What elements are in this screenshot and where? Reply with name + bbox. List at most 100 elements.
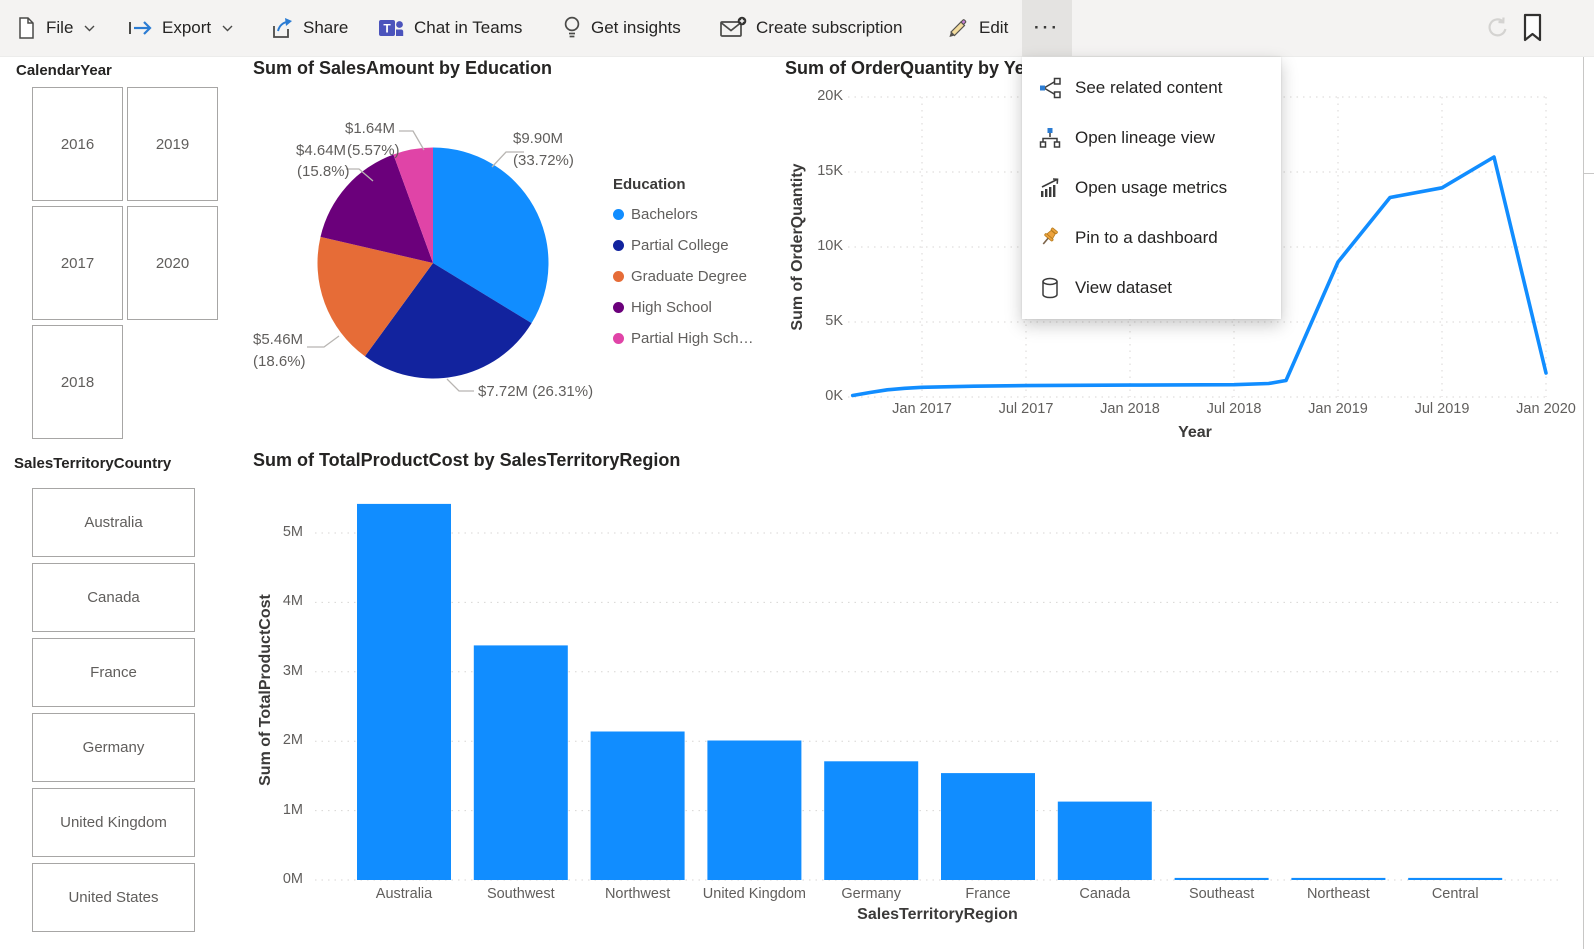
legend-item-graduate-degree[interactable]: Graduate Degree bbox=[613, 261, 754, 292]
slicer-option-2017[interactable]: 2017 bbox=[32, 206, 123, 320]
share-button[interactable]: Share bbox=[270, 0, 348, 56]
bar-northwest[interactable] bbox=[590, 731, 685, 881]
get-insights-button[interactable]: Get insights bbox=[562, 0, 681, 56]
export-label: Export bbox=[162, 18, 212, 37]
reset-button[interactable] bbox=[1484, 0, 1511, 56]
bar-x-tick-label: United Kingdom bbox=[702, 886, 806, 902]
bar-x-tick-label: Southeast bbox=[1188, 886, 1255, 902]
file-label: File bbox=[46, 18, 74, 37]
pie-chart-title: Sum of SalesAmount by Education bbox=[253, 58, 553, 78]
slicer-option-2018[interactable]: 2018 bbox=[32, 325, 123, 439]
pie-slice-high-school[interactable] bbox=[320, 154, 433, 264]
bar-southeast[interactable] bbox=[1174, 877, 1269, 880]
bar-southwest[interactable] bbox=[473, 645, 568, 880]
chevron-down-icon bbox=[84, 25, 95, 32]
pie-legend: Education Bachelors Partial College Grad… bbox=[613, 176, 754, 354]
bar-australia[interactable] bbox=[357, 503, 451, 880]
slicer-option-2020[interactable]: 2020 bbox=[127, 206, 218, 320]
file-icon bbox=[16, 16, 37, 40]
usage-metrics-icon bbox=[1039, 177, 1061, 199]
bar-canada[interactable] bbox=[1057, 801, 1152, 880]
pie-label-high-school-value: $4.64M bbox=[296, 142, 347, 159]
file-menu-button[interactable]: File bbox=[16, 0, 95, 56]
bar-northeast[interactable] bbox=[1291, 877, 1386, 880]
chat-in-teams-button[interactable]: T Chat in Teams bbox=[378, 0, 522, 56]
more-options-menu: See related content Open lineage view Op… bbox=[1022, 57, 1281, 319]
bar-united-kingdom[interactable] bbox=[707, 740, 802, 881]
teams-icon: T bbox=[378, 16, 405, 40]
reset-icon bbox=[1484, 15, 1511, 42]
share-label: Share bbox=[303, 18, 349, 37]
menu-item-label: See related content bbox=[1075, 78, 1223, 97]
slicer-option-2019[interactable]: 2019 bbox=[127, 87, 218, 201]
bar-germany[interactable] bbox=[824, 761, 919, 880]
pie-label-high-school-pct: (15.8%) bbox=[297, 163, 350, 180]
pie-slice-partial-high-school[interactable] bbox=[393, 147, 433, 264]
pie-slice-bachelors[interactable] bbox=[433, 147, 549, 324]
menu-item-pin-to-dashboard[interactable]: Pin to a dashboard bbox=[1022, 213, 1281, 263]
slicer-option-australia[interactable]: Australia bbox=[32, 488, 195, 557]
bar-chart bbox=[315, 503, 1563, 881]
bar-y-tick-label: 5M bbox=[282, 524, 303, 540]
bar-france[interactable] bbox=[941, 773, 1035, 880]
menu-item-open-usage-metrics[interactable]: Open usage metrics bbox=[1022, 163, 1281, 213]
calendaryear-slicer: 2016 2019 2017 2020 2018 bbox=[32, 87, 218, 439]
slicer-option-2016[interactable]: 2016 bbox=[32, 87, 123, 201]
pie-slice-graduate-degree[interactable] bbox=[317, 236, 433, 357]
slicer-option-canada[interactable]: Canada bbox=[32, 563, 195, 632]
salesterritorycountry-slicer: Australia Canada France Germany United Kingd… bbox=[32, 488, 195, 932]
menu-item-view-dataset[interactable]: View dataset bbox=[1022, 263, 1281, 313]
legend-item-high-school[interactable]: High School bbox=[613, 292, 754, 323]
teams-label: Chat in Teams bbox=[414, 18, 523, 37]
scrollbar[interactable] bbox=[1583, 57, 1594, 949]
menu-item-label: View dataset bbox=[1075, 278, 1173, 297]
bookmark-button[interactable] bbox=[1521, 0, 1544, 56]
more-options-button[interactable]: ··· bbox=[1022, 0, 1072, 56]
legend-dot bbox=[613, 333, 624, 344]
bar-chart-title: Sum of TotalProductCost by SalesTerritor… bbox=[253, 450, 681, 470]
bar-y-tick-label: 0M bbox=[282, 871, 303, 887]
legend-item-partial-college[interactable]: Partial College bbox=[613, 230, 754, 261]
create-subscription-button[interactable]: Create subscription bbox=[720, 0, 902, 56]
export-menu-button[interactable]: Export bbox=[127, 0, 233, 56]
slicer-option-france[interactable]: France bbox=[32, 638, 195, 707]
pie-label-partial-high-school-pct: (5.57%) bbox=[347, 142, 400, 159]
more-icon: ··· bbox=[1034, 18, 1060, 37]
pie-label-graduate-degree: $5.46M (18.6%) bbox=[253, 331, 306, 370]
bar-y-axis-title: Sum of TotalProductCost bbox=[257, 594, 274, 786]
related-content-icon bbox=[1039, 77, 1061, 99]
bookmark-icon bbox=[1521, 13, 1544, 43]
slicer-option-germany[interactable]: Germany bbox=[32, 713, 195, 782]
menu-item-see-related-content[interactable]: See related content bbox=[1022, 63, 1281, 113]
edit-button[interactable]: Edit bbox=[946, 0, 1008, 56]
legend-item-partial-high-school[interactable]: Partial High Sch… bbox=[613, 323, 754, 354]
bar-x-tick-label: France bbox=[965, 886, 1011, 902]
bar-x-tick-label: Northeast bbox=[1306, 886, 1370, 902]
bar-x-tick-label: Southwest bbox=[486, 886, 555, 902]
bar-x-tick-label: Australia bbox=[375, 886, 433, 902]
legend-title: Education bbox=[613, 176, 686, 193]
line-y-tick-label: 20K bbox=[817, 88, 843, 104]
line-y-axis-title: Sum of OrderQuantity bbox=[789, 163, 806, 331]
bar-central[interactable] bbox=[1408, 877, 1503, 880]
chevron-down-icon bbox=[222, 25, 233, 32]
toolbar: File Export Share T Chat in Teams Get in… bbox=[0, 0, 1594, 57]
pie-slice-partial-college[interactable] bbox=[364, 263, 532, 379]
legend-item-bachelors[interactable]: Bachelors bbox=[613, 199, 754, 230]
slicer-option-united-kingdom[interactable]: United Kingdom bbox=[32, 788, 195, 857]
bar-x-axis-title: SalesTerritoryRegion bbox=[857, 906, 1018, 923]
slicer-option-united-states[interactable]: United States bbox=[32, 863, 195, 932]
insights-label: Get insights bbox=[591, 18, 681, 37]
scrollbar-thumb-edge bbox=[1584, 173, 1594, 174]
export-icon bbox=[127, 18, 153, 38]
pie-label-partial-college: $7.72M (26.31%) bbox=[478, 383, 594, 400]
edit-label: Edit bbox=[979, 18, 1009, 37]
slicer-title-calendaryear: CalendarYear bbox=[16, 62, 112, 79]
menu-item-open-lineage-view[interactable]: Open lineage view bbox=[1022, 113, 1281, 163]
bar-x-tick-label: Northwest bbox=[604, 886, 671, 902]
legend-dot bbox=[613, 302, 624, 313]
lightbulb-icon bbox=[562, 15, 582, 41]
line-series-orderquantity[interactable] bbox=[850, 155, 1548, 398]
pie-label-partial-high-school-value: $1.64M bbox=[345, 120, 396, 137]
